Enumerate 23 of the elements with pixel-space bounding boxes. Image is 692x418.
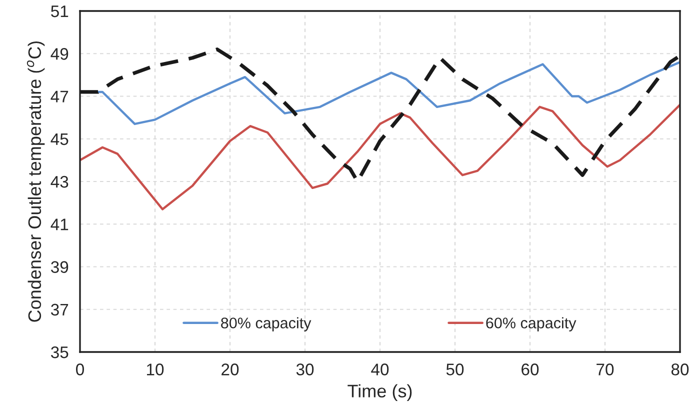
x-tick-label: 30 <box>296 364 314 376</box>
x-tick-label: 10 <box>147 364 164 376</box>
y-tick-label: 39 <box>50 261 68 273</box>
x-tick-label: 40 <box>371 364 389 376</box>
y-tick-label: 47 <box>50 90 68 102</box>
y-tick-label: 45 <box>50 133 68 146</box>
legend-label: 80% capacity <box>221 317 312 332</box>
y-axis-title: Condenser Outlet temperature ($^{o}$C) <box>26 41 45 322</box>
x-tick-label: 70 <box>596 364 614 376</box>
legend-label: 60% capacity <box>486 317 576 332</box>
y-tick-label: 43 <box>50 176 68 188</box>
y-tick-label: 51 <box>51 6 68 18</box>
x-axis-title: Time (s) <box>348 384 412 402</box>
y-tick-label: 35 <box>50 346 68 358</box>
y-tick-label: 49 <box>50 48 68 60</box>
x-tick-label: 20 <box>222 364 239 376</box>
x-tick-label: 0 <box>76 364 84 376</box>
x-tick-label: 80 <box>671 364 689 376</box>
line-series <box>80 104 680 210</box>
y-tick-label: 41 <box>50 218 68 230</box>
x-tick-label: 60 <box>522 364 539 376</box>
x-tick-label: 50 <box>446 364 464 376</box>
y-tick-label: 37 <box>50 304 68 316</box>
